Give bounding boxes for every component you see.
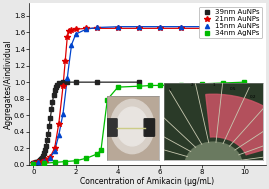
Line: 34nm AgNPs: 34nm AgNPs [32, 80, 246, 166]
34nm AgNPs [158, 84, 162, 87]
Line: 21nm AuNPs: 21nm AuNPs [31, 26, 247, 166]
34nm AgNPs [148, 84, 151, 87]
39nm AuNPs [48, 125, 51, 127]
Y-axis label: Aggregates/Aindividual: Aggregates/Aindividual [3, 39, 12, 129]
15nm AuNPs [158, 26, 162, 28]
15nm AuNPs [36, 161, 39, 164]
39nm AuNPs [45, 145, 48, 147]
39nm AuNPs [44, 149, 47, 151]
15nm AuNPs [201, 26, 204, 28]
39nm AuNPs [54, 86, 57, 88]
39nm AuNPs [36, 160, 39, 163]
21nm AuNPs [222, 27, 225, 29]
34nm AgNPs [222, 82, 225, 84]
39nm AuNPs [137, 81, 141, 83]
39nm AuNPs [51, 101, 54, 103]
34nm AgNPs [43, 162, 46, 164]
34nm AgNPs [32, 163, 35, 165]
15nm AuNPs [66, 77, 69, 79]
21nm AuNPs [68, 30, 71, 32]
34nm AgNPs [74, 160, 77, 162]
34nm AgNPs [137, 85, 141, 88]
21nm AuNPs [53, 147, 56, 149]
15nm AuNPs [53, 150, 56, 152]
15nm AuNPs [57, 134, 61, 136]
34nm AgNPs [116, 86, 119, 88]
15nm AuNPs [137, 26, 141, 28]
15nm AuNPs [43, 160, 46, 162]
21nm AuNPs [49, 156, 52, 158]
39nm AuNPs [32, 162, 35, 164]
21nm AuNPs [61, 85, 65, 88]
15nm AuNPs [49, 156, 52, 159]
21nm AuNPs [57, 122, 61, 125]
Line: 15nm AuNPs: 15nm AuNPs [31, 25, 246, 165]
21nm AuNPs [116, 27, 119, 29]
15nm AuNPs [61, 112, 65, 115]
39nm AuNPs [66, 81, 69, 83]
15nm AuNPs [116, 26, 119, 28]
Line: 39nm AuNPs: 39nm AuNPs [32, 80, 141, 165]
34nm AgNPs [85, 157, 88, 160]
39nm AuNPs [34, 161, 37, 164]
39nm AuNPs [45, 139, 49, 141]
15nm AuNPs [70, 44, 73, 46]
Legend: 39nm AuNPs, 21nm AuNPs, 15nm AuNPs, 34nm AgNPs: 39nm AuNPs, 21nm AuNPs, 15nm AuNPs, 34nm… [199, 7, 262, 38]
21nm AuNPs [85, 27, 88, 29]
39nm AuNPs [39, 158, 43, 160]
39nm AuNPs [43, 152, 46, 155]
15nm AuNPs [95, 26, 98, 29]
21nm AuNPs [158, 27, 162, 29]
34nm AgNPs [179, 84, 183, 86]
39nm AuNPs [35, 161, 38, 164]
39nm AuNPs [33, 162, 36, 164]
21nm AuNPs [40, 160, 44, 163]
34nm AgNPs [63, 160, 67, 163]
15nm AuNPs [74, 33, 77, 35]
21nm AuNPs [74, 28, 77, 30]
21nm AuNPs [201, 27, 204, 29]
39nm AuNPs [40, 156, 44, 159]
39nm AuNPs [49, 117, 52, 119]
15nm AuNPs [243, 26, 246, 28]
39nm AuNPs [41, 155, 45, 157]
21nm AuNPs [45, 159, 48, 161]
15nm AuNPs [179, 26, 183, 28]
15nm AuNPs [32, 162, 35, 164]
21nm AuNPs [179, 27, 183, 29]
21nm AuNPs [95, 27, 98, 29]
15nm AuNPs [85, 28, 88, 30]
39nm AuNPs [55, 84, 58, 86]
39nm AuNPs [74, 81, 77, 83]
X-axis label: Concentration of Amikacin (μg/mL): Concentration of Amikacin (μg/mL) [80, 177, 214, 186]
39nm AuNPs [38, 159, 41, 161]
21nm AuNPs [137, 27, 141, 29]
39nm AuNPs [95, 81, 98, 83]
21nm AuNPs [66, 36, 69, 38]
39nm AuNPs [50, 108, 53, 111]
21nm AuNPs [243, 27, 246, 29]
21nm AuNPs [63, 60, 67, 63]
21nm AuNPs [36, 161, 39, 164]
34nm AgNPs [201, 83, 204, 85]
39nm AuNPs [47, 132, 50, 135]
21nm AuNPs [70, 29, 73, 31]
21nm AuNPs [32, 162, 35, 164]
39nm AuNPs [53, 89, 56, 91]
34nm AgNPs [53, 161, 56, 164]
39nm AuNPs [61, 81, 65, 83]
39nm AuNPs [57, 82, 61, 84]
39nm AuNPs [37, 160, 40, 162]
34nm AgNPs [99, 149, 102, 151]
34nm AgNPs [243, 81, 246, 83]
34nm AgNPs [95, 153, 98, 155]
34nm AgNPs [106, 98, 109, 101]
39nm AuNPs [52, 94, 55, 97]
15nm AuNPs [222, 26, 225, 28]
